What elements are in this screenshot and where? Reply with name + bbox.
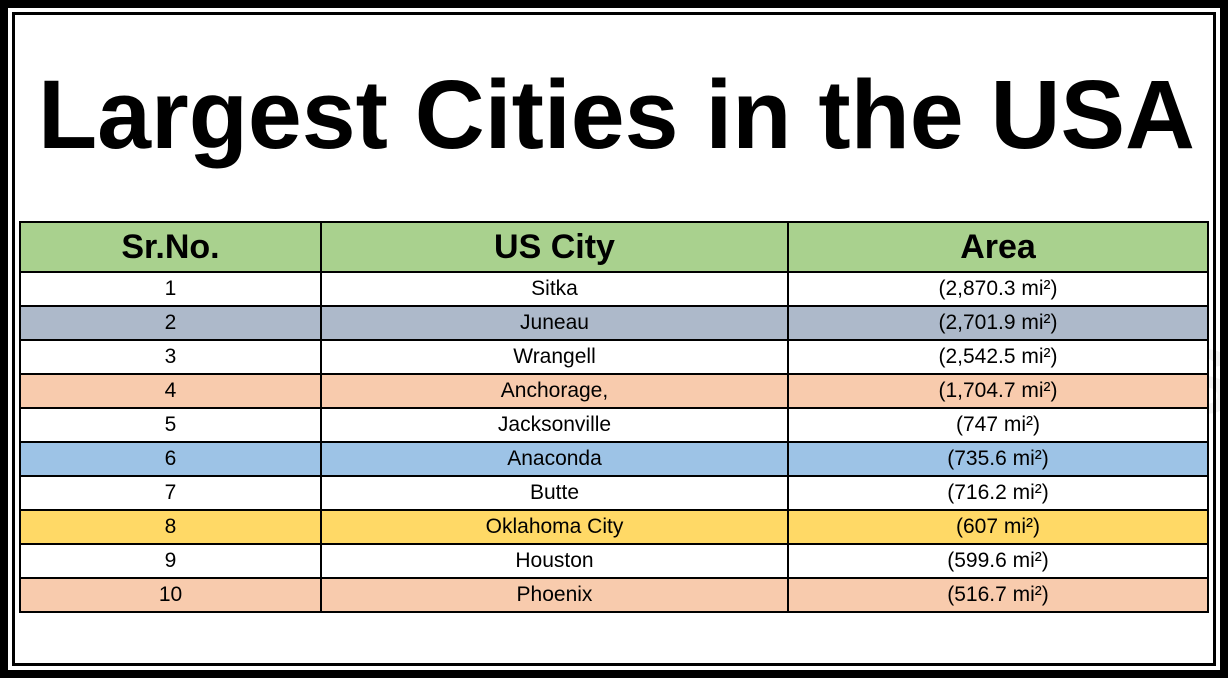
table-cell: Sitka	[320, 271, 789, 307]
table-cell: Anchorage,	[320, 373, 789, 409]
table-cell: 1	[19, 271, 322, 307]
table-row: 8 Oklahoma City (607 mi²)	[19, 509, 1209, 545]
table-cell: (516.7 mi²)	[787, 577, 1209, 613]
table-cell: Oklahoma City	[320, 509, 789, 545]
table-cell: 5	[19, 407, 322, 443]
table-row: 5 Jacksonville (747 mi²)	[19, 407, 1209, 443]
header-cell: US City	[320, 221, 789, 273]
table-cell: 3	[19, 339, 322, 375]
table-cell: (607 mi²)	[787, 509, 1209, 545]
table-row: 3 Wrangell (2,542.5 mi²)	[19, 339, 1209, 375]
table-cell: 6	[19, 441, 322, 477]
table-cell: Phoenix	[320, 577, 789, 613]
table-row: 4 Anchorage, (1,704.7 mi²)	[19, 373, 1209, 409]
table-cell: Houston	[320, 543, 789, 579]
table-cell: (747 mi²)	[787, 407, 1209, 443]
table-row: 10 Phoenix (516.7 mi²)	[19, 577, 1209, 613]
header-cell: Sr.No.	[19, 221, 322, 273]
table-cell: 9	[19, 543, 322, 579]
table-row: 2 Juneau (2,701.9 mi²)	[19, 305, 1209, 341]
table-cell: Butte	[320, 475, 789, 511]
table-row: 7 Butte (716.2 mi²)	[19, 475, 1209, 511]
table-cell: (716.2 mi²)	[787, 475, 1209, 511]
header-row: Sr.No. US City Area	[19, 221, 1209, 273]
table-cell: 8	[19, 509, 322, 545]
table-cell: (2,701.9 mi²)	[787, 305, 1209, 341]
table-row: 1 Sitka (2,870.3 mi²)	[19, 271, 1209, 307]
table-row: 6 Anaconda (735.6 mi²)	[19, 441, 1209, 477]
table-cell: Jacksonville	[320, 407, 789, 443]
table-cell: (735.6 mi²)	[787, 441, 1209, 477]
city-table: Sr.No. US City Area 1 Sitka (2,870.3 mi²) 2…	[19, 221, 1209, 613]
table-cell: Wrangell	[320, 339, 789, 375]
table-cell: 10	[19, 577, 322, 613]
table-cell: 2	[19, 305, 322, 341]
inner-frame	[12, 12, 1216, 666]
table-row: 9 Houston (599.6 mi²)	[19, 543, 1209, 579]
table-cell: Anaconda	[320, 441, 789, 477]
table-cell: (2,870.3 mi²)	[787, 271, 1209, 307]
title: Largest Cities in the USA	[38, 60, 1195, 169]
header-cell: Area	[787, 221, 1209, 273]
table-cell: (1,704.7 mi²)	[787, 373, 1209, 409]
table-cell: Juneau	[320, 305, 789, 341]
table-cell: 4	[19, 373, 322, 409]
table-cell: (599.6 mi²)	[787, 543, 1209, 579]
table-cell: (2,542.5 mi²)	[787, 339, 1209, 375]
title-area: Largest Cities in the USA	[38, 60, 1195, 169]
table-cell: 7	[19, 475, 322, 511]
